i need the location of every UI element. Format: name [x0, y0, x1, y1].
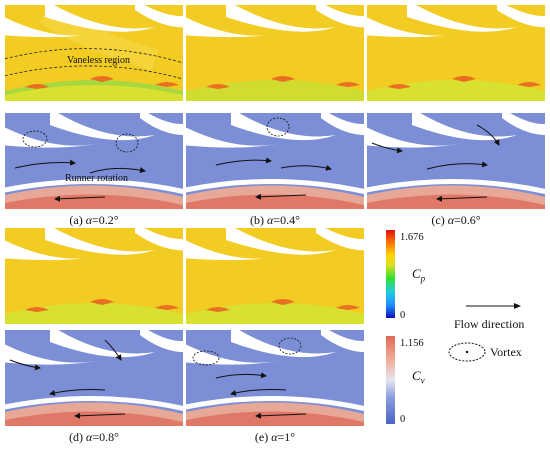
cp-min-tick: 0 [400, 310, 406, 321]
vaneless-region-label: Vaneless region [67, 55, 131, 66]
pressure-contour-a [5, 5, 183, 101]
caption-b: (b) α=0.4° [250, 213, 300, 227]
flow-direction-arrow [466, 303, 521, 309]
velocity-contour-d [5, 330, 183, 426]
cv-colorbar [386, 336, 395, 424]
cv-max-tick: 1.156 [400, 338, 424, 349]
panel-a: Vaneless region Runner rotation (a) α=0.… [5, 5, 183, 227]
velocity-contour-e [186, 330, 364, 426]
cp-max-tick: 1.676 [400, 232, 424, 243]
cv-min-tick: 0 [400, 414, 406, 425]
pressure-contour-c [367, 5, 545, 101]
cv-symbol: Cv [412, 368, 425, 386]
caption-e: (e) α=1° [254, 430, 296, 444]
vortex-icon [448, 342, 486, 362]
flow-direction-label: Flow direction [454, 317, 525, 331]
velocity-contour-b [186, 113, 364, 209]
caption-d: (d) α=0.8° [69, 430, 119, 444]
panel-b: (b) α=0.4° [186, 5, 364, 227]
panel-d: (d) α=0.8° [5, 228, 183, 444]
caption-a: (a) α=0.2° [69, 213, 119, 227]
caption-c: (c) α=0.6° [431, 213, 481, 227]
cp-colorbar [386, 230, 395, 318]
cp-symbol: Cp [412, 266, 426, 284]
velocity-contour-a [5, 113, 183, 209]
runner-rotation-label: Runner rotation [65, 173, 129, 184]
pressure-contour-b [186, 5, 364, 101]
panel-e: (e) α=1° [186, 228, 364, 444]
panel-c: (c) α=0.6° [367, 5, 545, 227]
velocity-contour-c [367, 113, 545, 209]
vortex-label: Vortex [490, 345, 522, 359]
pressure-contour-d [5, 228, 183, 324]
pressure-contour-e [186, 228, 364, 324]
